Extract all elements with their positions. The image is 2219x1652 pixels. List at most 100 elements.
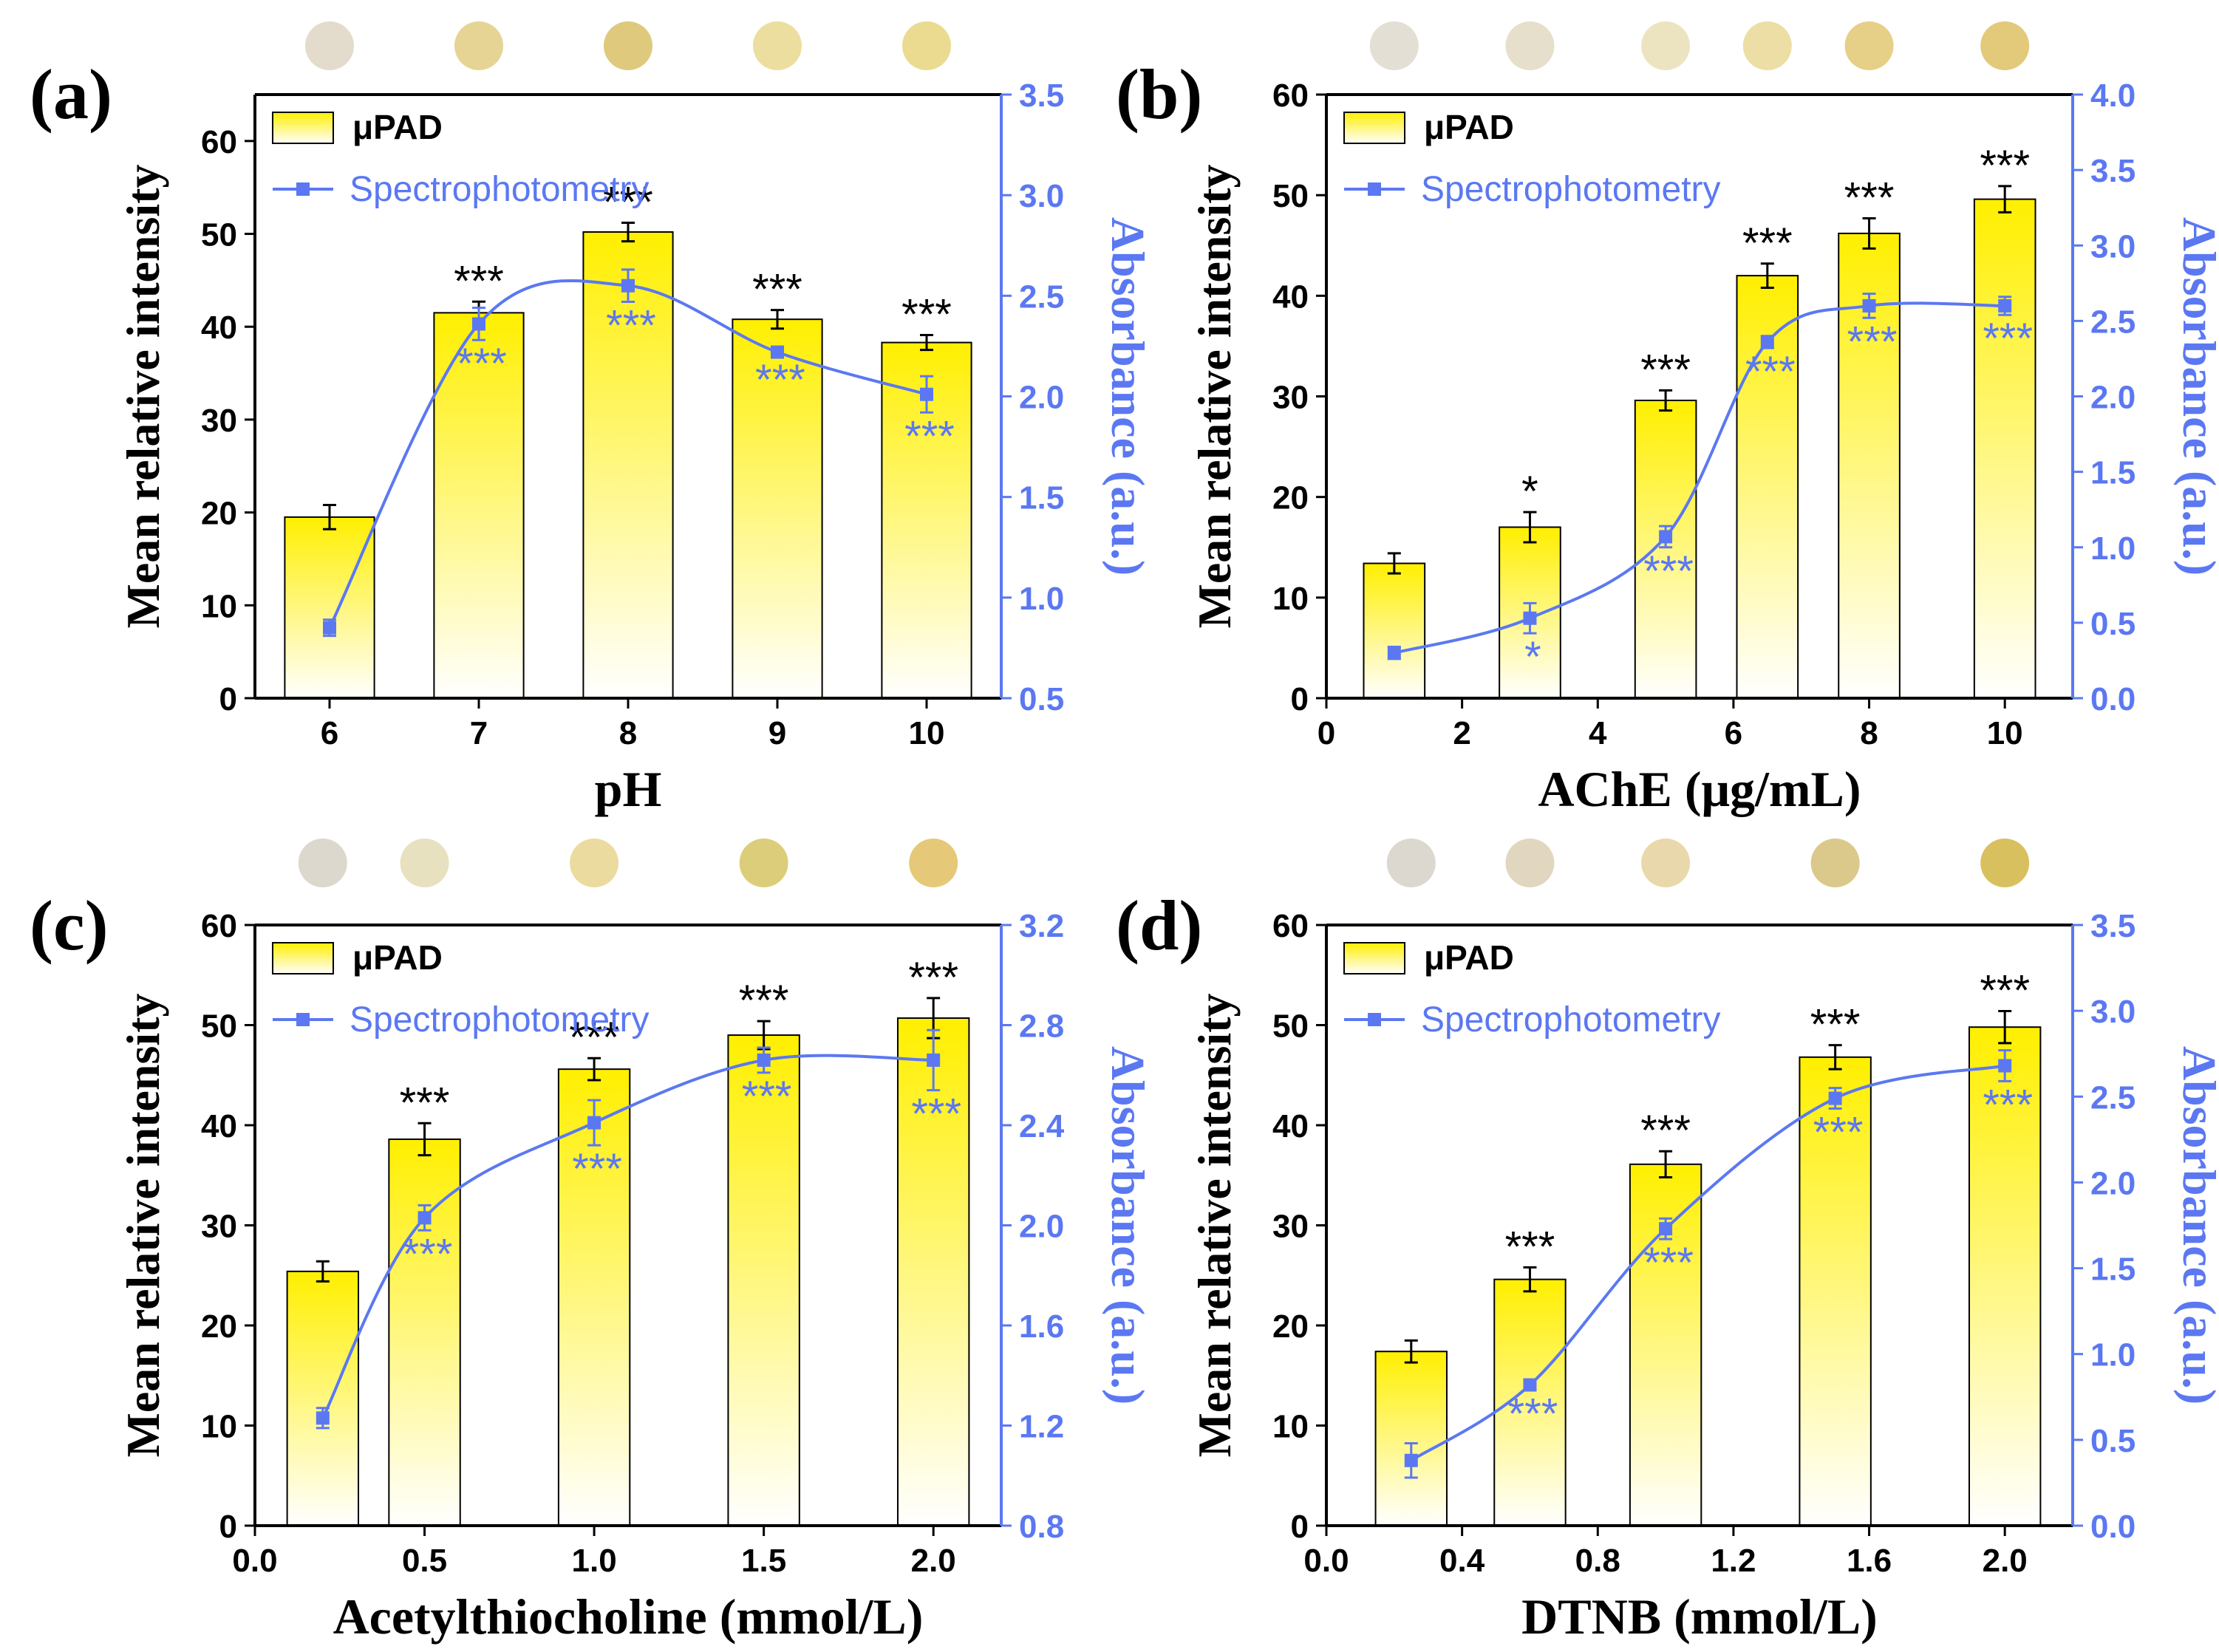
y2-axis-title: Absorbance (a.u.): [1102, 1046, 1154, 1404]
bar: [1634, 399, 1697, 699]
x-tick-label: 1.2: [1711, 1543, 1756, 1579]
y-tick-label: 50: [1272, 1008, 1309, 1045]
y2-tick-label: 2.8: [1019, 1008, 1064, 1045]
y-tick-label: 50: [201, 1008, 237, 1045]
y2-tick-label: 0.0: [2090, 1509, 2136, 1545]
panel-d: (d) *** *** *** *** *** *** *** *** 0 10 20 30 40 50 60…: [1116, 839, 2219, 1645]
y-tick-label: 0: [219, 1509, 237, 1545]
legend-bar-label: μPAD: [1424, 938, 1514, 977]
panel-b: (b)*********************** ***01020304050…: [1116, 21, 2219, 817]
line-point: [1760, 335, 1774, 349]
legend-bar-swatch: [272, 942, 334, 975]
x-axis-title: DTNB (mmol/L): [1521, 1588, 1878, 1645]
color-swatch: [298, 839, 347, 887]
color-swatch: [1980, 839, 2030, 887]
y2-tick-label: 0.5: [2090, 606, 2136, 642]
legend-line-marker: [1368, 1013, 1381, 1026]
color-swatch: [1810, 839, 1860, 887]
y-axis-title: Mean relative intensity: [117, 993, 169, 1457]
legend-bar-swatch: [1343, 942, 1405, 975]
x-tick-label: 7: [470, 715, 488, 751]
line-significance: ***: [1983, 315, 2033, 363]
x-tick-label: 8: [619, 715, 637, 751]
line-point: [757, 1053, 771, 1067]
x-tick-label: 0.4: [1439, 1543, 1485, 1579]
x-tick-label: 8: [1860, 715, 1878, 751]
line-significance: ***: [1508, 1390, 1558, 1438]
y2-tick-label: 1.2: [1019, 1409, 1064, 1445]
y-axis-title: Mean relative intensity: [117, 164, 169, 628]
bar-significance: ***: [908, 954, 958, 1002]
y-tick-label: 50: [201, 217, 237, 253]
line-point: [316, 1411, 330, 1425]
panel-label: (a): [30, 55, 112, 134]
x-tick-label: 6: [321, 715, 338, 751]
y-tick-label: 10: [201, 1409, 237, 1445]
y-tick-label: 0: [219, 681, 237, 717]
y-axis-title: Mean relative intensity: [1188, 164, 1241, 628]
y-tick-label: 60: [201, 908, 237, 944]
bar-significance: ***: [1810, 1001, 1861, 1049]
y2-tick-label: 4.0: [2090, 78, 2136, 114]
line-significance: ***: [606, 302, 656, 350]
bar-significance: ***: [1640, 1107, 1691, 1155]
legend-bar-label: μPAD: [352, 108, 443, 146]
line-significance: ***: [742, 1073, 792, 1121]
x-tick-label: 4: [1589, 715, 1607, 751]
bar-significance: ***: [1640, 346, 1691, 394]
x-tick-label: 1.6: [1847, 1543, 1892, 1579]
spectrophotometry-line: [328, 279, 927, 629]
legend-line-marker: [296, 182, 310, 196]
x-axis-title: pH: [595, 761, 662, 817]
y-tick-label: 60: [201, 124, 237, 160]
y-tick-label: 10: [1272, 581, 1309, 617]
y2-axis-title: Absorbance (a.u.): [2173, 217, 2219, 576]
y-tick-label: 20: [201, 1308, 237, 1345]
x-tick-label: 6: [1725, 715, 1742, 751]
y2-tick-label: 2.0: [2090, 380, 2136, 416]
bar: [284, 516, 375, 700]
line-point: [323, 621, 336, 635]
spectrophotometry-line: [1394, 301, 2005, 655]
y2-tick-label: 1.5: [2090, 455, 2136, 491]
y2-tick-label: 0.8: [1019, 1509, 1064, 1545]
y-tick-label: 40: [1272, 1108, 1309, 1144]
legend-line-label: Spectrophotometry: [1421, 1000, 1721, 1040]
y2-tick-label: 3.0: [1019, 178, 1064, 214]
y2-tick-label: 3.5: [1019, 78, 1064, 114]
legend-line-label: Spectrophotometry: [350, 170, 650, 209]
x-tick-label: 9: [768, 715, 786, 751]
color-swatch: [1844, 21, 1894, 70]
color-swatch: [1980, 21, 2030, 70]
color-swatch: [1641, 21, 1691, 70]
y-axis-title: Mean relative intensity: [1188, 993, 1241, 1457]
y2-tick-label: 3.2: [1019, 908, 1064, 944]
x-tick-label: 2: [1453, 715, 1470, 751]
bar: [1374, 1351, 1448, 1526]
line-significance: ***: [1813, 1109, 1864, 1157]
bar-significance: ***: [1980, 142, 2030, 190]
bar-significance: ***: [752, 266, 802, 314]
color-swatch: [305, 21, 354, 70]
color-swatch: [902, 21, 951, 70]
bar-significance: *: [1521, 468, 1538, 516]
line-significance: *: [1524, 633, 1541, 681]
y2-axis-title: Absorbance (a.u.): [1102, 217, 1154, 576]
bar: [433, 312, 525, 699]
y-tick-label: 60: [1272, 908, 1309, 944]
x-tick-label: 0.5: [402, 1543, 447, 1579]
x-tick-label: 2.0: [911, 1543, 956, 1579]
y2-tick-label: 3.0: [2090, 228, 2136, 264]
bar-significance: ***: [1980, 967, 2030, 1015]
panel-c: (c) *** *** *** *** *** *** *** *** 0 10 20 30 40 50 60…: [30, 839, 1154, 1645]
bar-significance: ***: [1505, 1223, 1555, 1271]
color-swatch: [1742, 21, 1792, 70]
bar: [896, 1017, 970, 1526]
bar: [582, 231, 674, 700]
line-significance: ***: [1847, 318, 1898, 366]
color-swatch: [1369, 21, 1419, 70]
panel-label: (b): [1116, 55, 1202, 134]
y2-axis-title: Absorbance (a.u.): [2173, 1046, 2219, 1404]
legend-line-marker: [1368, 182, 1381, 196]
